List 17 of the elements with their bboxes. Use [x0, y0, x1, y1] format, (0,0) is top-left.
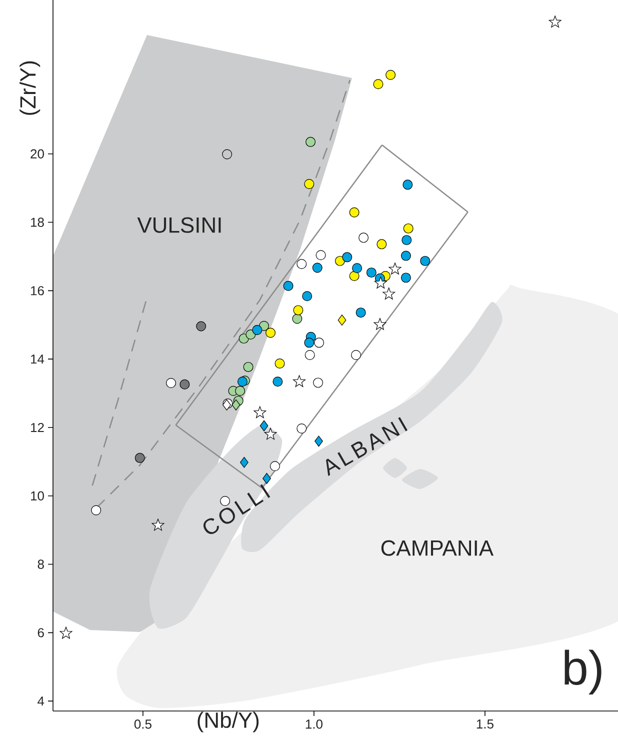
- annotation: VULSINI: [137, 217, 221, 233]
- x-tick-label: 1.5: [476, 720, 494, 729]
- x-tick-label: 0.5: [134, 720, 152, 729]
- y-tick-label: 18: [30, 218, 44, 227]
- annotation: CAMPANIA: [381, 540, 494, 556]
- y-tick-label: 14: [30, 354, 44, 364]
- y-tick-label: 20: [30, 149, 44, 158]
- y-tick-label: 6: [38, 628, 44, 638]
- y-tick-label: 4: [38, 696, 44, 706]
- y-tick-label: 16: [30, 286, 44, 296]
- y-axis-title: (Zr/Y): [20, 61, 40, 115]
- y-tick-label: 10: [30, 491, 44, 500]
- y-tick-label: 8: [38, 560, 44, 569]
- annotation: b): [564, 650, 602, 694]
- y-tick-label: 12: [30, 422, 44, 432]
- x-tick-label: 1.0: [306, 720, 322, 729]
- x-axis-title: (Nb/Y): [198, 712, 259, 732]
